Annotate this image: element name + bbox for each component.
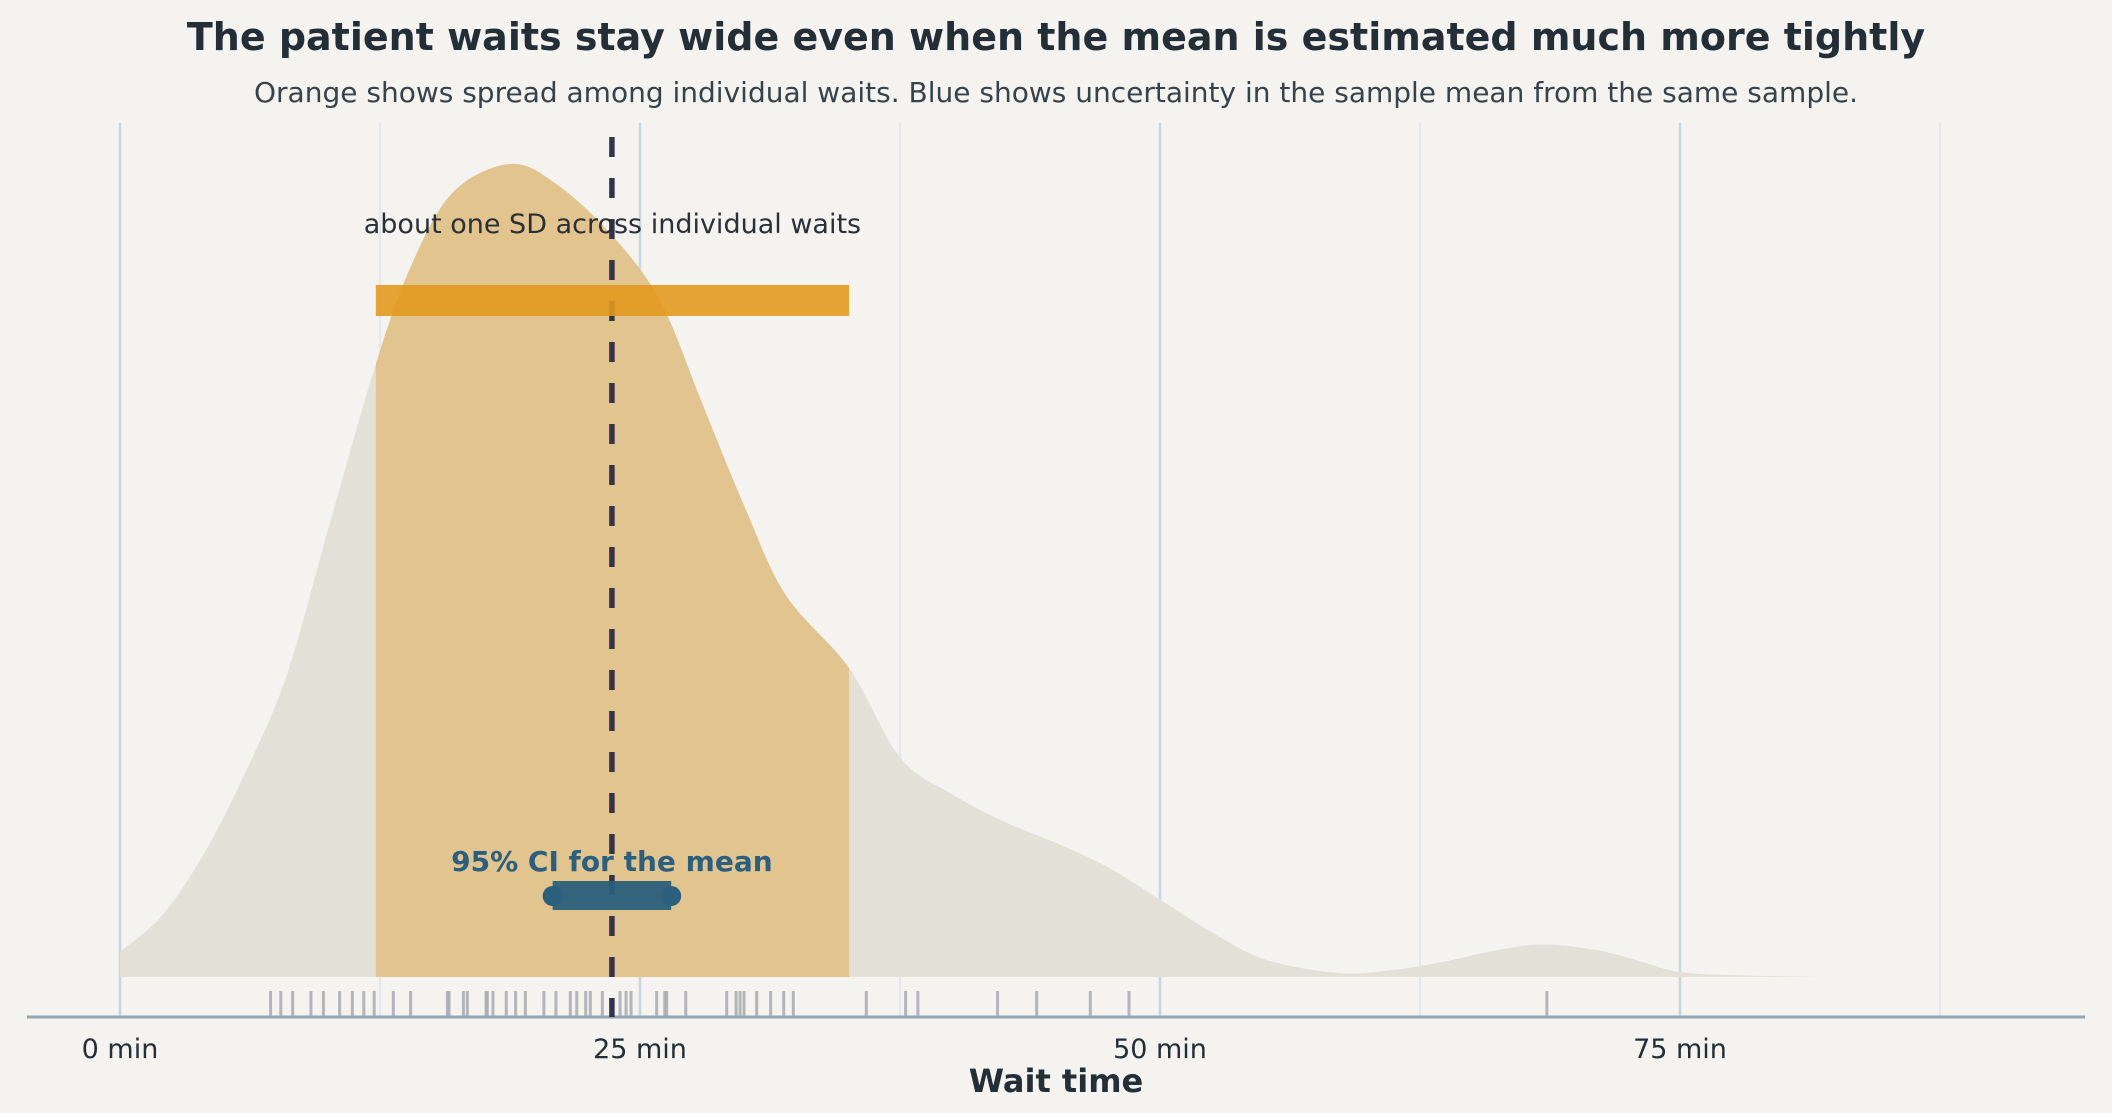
x-tick-label: 25 min xyxy=(593,1034,687,1065)
ci-high-endpoint xyxy=(661,886,682,906)
density-layer xyxy=(120,163,1826,978)
ci-layer: 95% CI for the mean xyxy=(451,845,773,910)
chart-subtitle: Orange shows spread among individual wai… xyxy=(254,76,1858,109)
chart-title: The patient waits stay wide even when th… xyxy=(187,15,1926,59)
sd-bar xyxy=(375,285,850,316)
x-tick-label: 75 min xyxy=(1633,1034,1727,1065)
x-axis-title: Wait time xyxy=(969,1062,1143,1100)
sd-annotation: about one SD across individual waits xyxy=(364,209,861,240)
x-tick-label: 0 min xyxy=(82,1034,159,1065)
rug-layer xyxy=(269,991,1549,1017)
sd-layer: about one SD across individual waits xyxy=(364,209,861,316)
ci-label: 95% CI for the mean xyxy=(451,845,773,878)
x-axis: 0 min 25 min 50 min 75 min xyxy=(27,1015,2085,1065)
x-tick-label: 50 min xyxy=(1113,1034,1207,1065)
ci-bar xyxy=(552,881,672,910)
ci-low-endpoint xyxy=(542,886,563,906)
sd-shaded-density xyxy=(375,163,850,977)
